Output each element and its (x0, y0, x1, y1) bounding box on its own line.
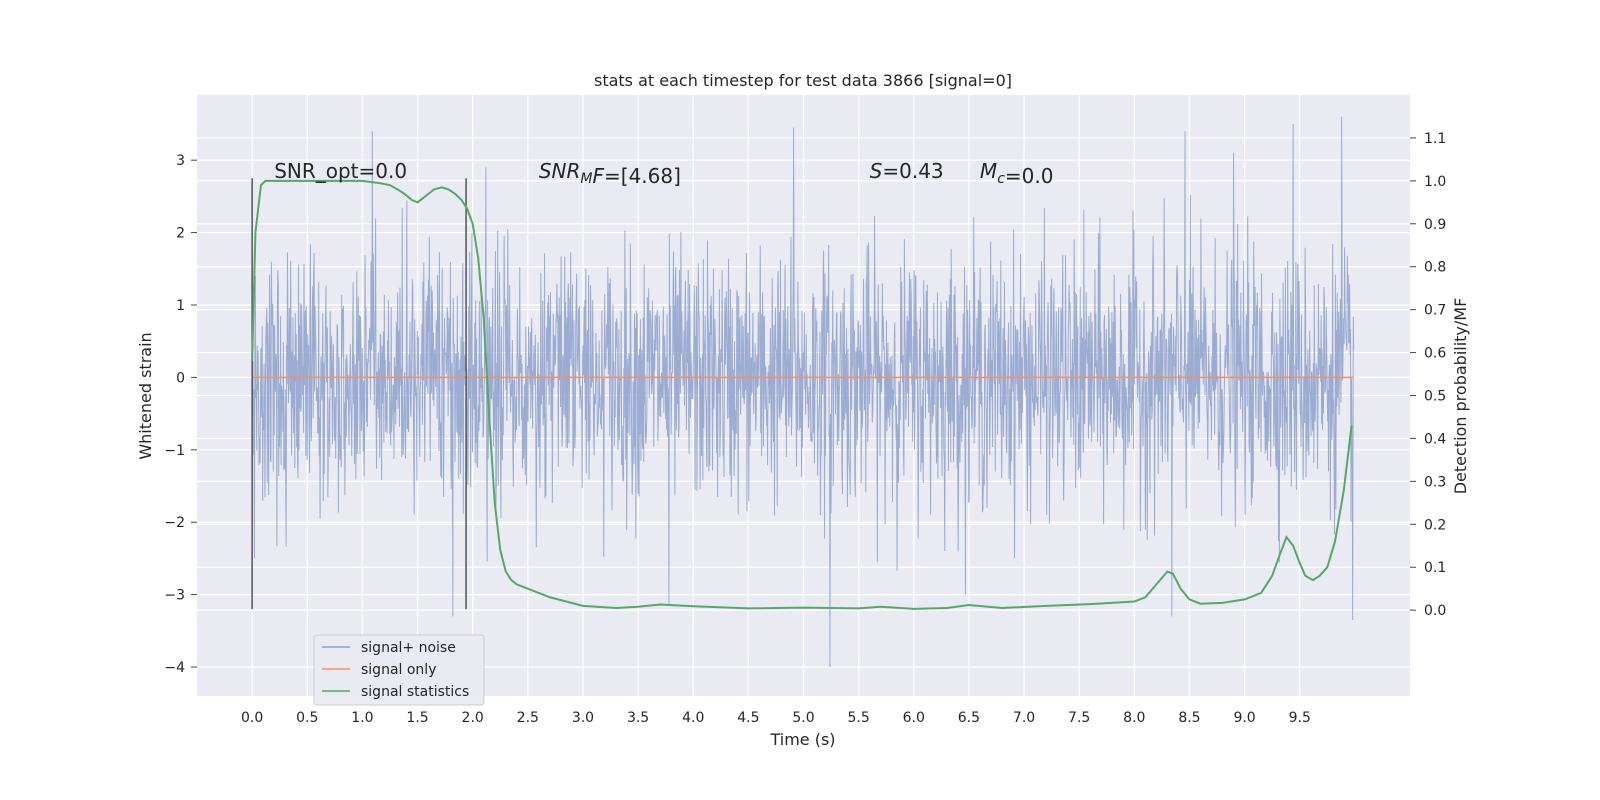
x-tick-label: 0.0 (241, 710, 263, 726)
annotation-snr-mf: SNRMF=[4.68] (539, 159, 681, 188)
y2-tick-label: 1.0 (1424, 174, 1446, 190)
y2-tick-label: 0.9 (1424, 217, 1446, 233)
y-axis-label: Whitened strain (136, 332, 155, 459)
annotation-value: SNR_opt=0.0 (274, 159, 407, 183)
vertical-markers (251, 178, 467, 610)
y2-tick-label: 0.4 (1424, 431, 1446, 447)
x-tick-label: 1.5 (406, 710, 428, 726)
series-line-signal-statistics (251, 179, 1353, 610)
annotation-snr-opt: SNR_opt=0.0 (274, 159, 407, 183)
annotation-math-base: S (870, 159, 883, 183)
x-tick-label: 6.5 (958, 710, 980, 726)
annotations: SNR_opt=0.0 SNRMF=[4.68] S=0.43 Mc=0.0 (274, 159, 1053, 188)
series-line-signal-plus-noise (251, 116, 1355, 668)
x-axis-label: Time (s) (769, 730, 835, 749)
y2-tick-label: 0.7 (1424, 303, 1446, 319)
legend-label-signal-plus-noise: signal+ noise (361, 640, 456, 656)
legend-box (313, 634, 485, 706)
x-tick-label: 8.0 (1123, 710, 1145, 726)
annotation-math-base: SNR (539, 159, 581, 183)
annotation-value: =0.43 (882, 159, 943, 183)
legend-label-signal-only: signal only (361, 662, 436, 678)
y2-tick-label: 0.1 (1424, 560, 1446, 576)
legend: signal+ noise signal only signal statist… (313, 634, 485, 706)
y2-tick-label: 0.6 (1424, 346, 1446, 362)
x-tick-label: 8.5 (1178, 710, 1200, 726)
x-tick-label: 9.0 (1233, 710, 1255, 726)
annotation-math-sub: c (997, 171, 1005, 187)
legend-label-signal-statistics: signal statistics (361, 684, 469, 700)
chart-title: stats at each timestep for test data 386… (594, 71, 1012, 90)
y2-axis-ticks: 1.1 1.0 0.9 0.8 0.7 0.6 0.5 0.4 0.3 0.2 0.1 0.0 (1410, 131, 1446, 619)
y-tick-label: −3 (164, 588, 185, 604)
y-tick-label: 3 (176, 153, 185, 169)
x-tick-label: 7.0 (1013, 710, 1035, 726)
x-tick-label: 7.5 (1068, 710, 1090, 726)
x-tick-label: 4.5 (737, 710, 759, 726)
x-tick-label: 3.5 (627, 710, 649, 726)
y-tick-label: −4 (164, 660, 185, 676)
x-tick-label: 6.0 (903, 710, 925, 726)
y2-tick-label: 0.2 (1424, 517, 1446, 533)
y2-tick-label: 0.0 (1424, 603, 1446, 619)
annotation-value: =[4.68] (604, 164, 681, 188)
x-tick-label: 5.5 (848, 710, 870, 726)
annotation-mc: Mc=0.0 (980, 159, 1054, 188)
annotation-s-stat: S=0.43 (870, 159, 944, 183)
x-tick-label: 4.0 (682, 710, 704, 726)
y2-tick-label: 0.3 (1424, 474, 1446, 490)
y2-tick-label: 0.8 (1424, 260, 1446, 276)
y-tick-label: −2 (164, 515, 185, 531)
x-axis-ticks: 0.0 0.5 1.0 1.5 2.0 2.5 3.0 3.5 4.0 4.5 5.0 5.5 6.0 6… (241, 710, 1311, 726)
series-signal-statistics (251, 179, 1353, 610)
y2-tick-label: 1.1 (1424, 131, 1446, 147)
x-tick-label: 1.0 (351, 710, 373, 726)
x-tick-label: 0.5 (296, 710, 318, 726)
y-tick-label: 0 (176, 370, 185, 386)
annotation-math-base: M (980, 159, 997, 183)
x-tick-label: 5.0 (792, 710, 814, 726)
series-signal-plus-noise (251, 116, 1355, 668)
y-tick-label: 1 (176, 298, 185, 314)
x-tick-label: 2.5 (517, 710, 539, 726)
y-tick-label: 2 (176, 226, 185, 242)
y2-axis-label: Detection probability/MF (1451, 298, 1470, 495)
annotation-value: =0.0 (1005, 164, 1054, 188)
x-tick-label: 2.0 (462, 710, 484, 726)
y-tick-label: −1 (164, 443, 185, 459)
y-axis-ticks: 3 2 1 0 −1 −2 −3 −4 (164, 153, 197, 676)
y2-tick-label: 0.5 (1424, 389, 1446, 405)
x-tick-label: 9.5 (1289, 710, 1311, 726)
annotation-math-tail: F (593, 164, 605, 188)
x-tick-label: 3.0 (572, 710, 594, 726)
annotation-math-sub: M (580, 171, 592, 187)
